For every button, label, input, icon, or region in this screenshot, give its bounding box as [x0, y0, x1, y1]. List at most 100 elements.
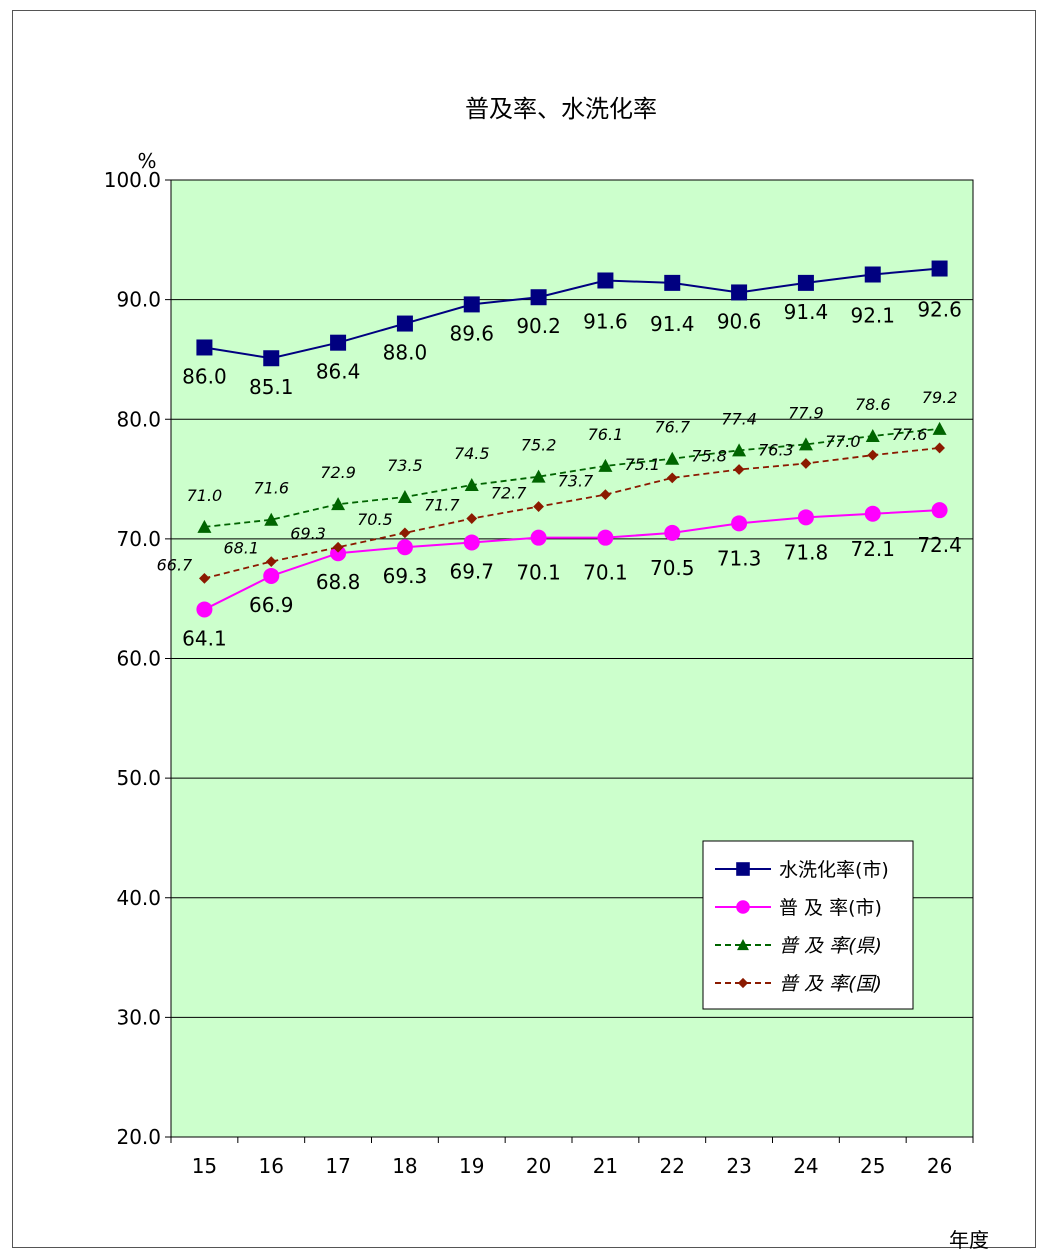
- data-point: [797, 509, 814, 526]
- data-point: [196, 339, 213, 356]
- data-label: 76.1: [588, 425, 624, 444]
- data-point: [197, 519, 212, 533]
- x-tick-label: 20: [526, 1154, 551, 1178]
- x-tick-label: 15: [192, 1154, 217, 1178]
- legend-box: [702, 840, 914, 1010]
- y-tick-label: 40.0: [116, 886, 161, 910]
- data-point: [732, 443, 747, 457]
- data-label: 69.3: [290, 524, 326, 543]
- data-point: [531, 469, 546, 483]
- series-line: [203, 509, 940, 611]
- data-point: [864, 266, 881, 283]
- chart-title: 普及率、水洗化率: [465, 95, 657, 123]
- data-label: 77.4: [721, 409, 757, 428]
- data-point: [330, 334, 347, 351]
- data-label: 77.6: [892, 425, 928, 444]
- data-point: [530, 289, 547, 306]
- data-point: [800, 458, 812, 469]
- y-tick-label: 70.0: [116, 527, 161, 551]
- x-tick-label: 26: [927, 1154, 952, 1178]
- x-tick-label: 24: [793, 1154, 818, 1178]
- data-label: 86.4: [316, 360, 361, 384]
- x-axis-label: 年度: [949, 1228, 989, 1249]
- data-label: 77.9: [788, 403, 824, 422]
- data-point: [665, 451, 680, 465]
- data-point: [600, 489, 611, 501]
- data-label: 90.2: [516, 314, 561, 338]
- data-label: 71.0: [187, 486, 223, 505]
- data-point: [199, 572, 210, 584]
- data-label: 76.3: [758, 441, 794, 460]
- chart-svg: 普及率、水洗化率 % 年度 20.0 30.0 40.0 50.0 60.0 70.0 80…: [104, 95, 989, 1249]
- legend-label: 水洗化率(市): [779, 859, 889, 881]
- data-point: [463, 296, 480, 313]
- data-point: [263, 350, 280, 367]
- series-line: [204, 267, 940, 360]
- data-point: [931, 260, 948, 277]
- data-point: [463, 534, 480, 551]
- data-point: [731, 515, 748, 532]
- data-label: 91.4: [784, 300, 829, 324]
- legend-marker: [737, 939, 749, 951]
- data-label: 64.1: [182, 626, 227, 650]
- legend-marker: [736, 862, 750, 876]
- data-label: 71.7: [424, 496, 460, 515]
- data-label: 70.5: [357, 510, 393, 529]
- data-point: [331, 497, 346, 511]
- legend-marker: [736, 900, 750, 914]
- data-point: [733, 464, 745, 475]
- data-point: [731, 284, 748, 301]
- data-point: [330, 545, 347, 562]
- data-label: 78.6: [855, 395, 891, 414]
- x-tick-label: 16: [259, 1154, 284, 1178]
- data-point: [664, 274, 681, 291]
- data-label: 90.6: [717, 309, 762, 333]
- data-label: 73.7: [558, 472, 594, 491]
- data-label: 66.7: [157, 555, 193, 574]
- data-label: 73.5: [387, 456, 423, 475]
- data-point: [798, 437, 813, 451]
- data-label: 88.0: [383, 341, 428, 365]
- data-label: 69.3: [383, 564, 428, 588]
- data-label: 72.9: [320, 463, 356, 482]
- data-point: [263, 567, 280, 584]
- data-point: [664, 524, 681, 541]
- x-tick-label: 18: [392, 1154, 417, 1178]
- data-label: 75.8: [691, 446, 727, 465]
- data-label: 85.1: [249, 375, 294, 399]
- data-point: [597, 529, 614, 546]
- series-line: [204, 447, 940, 580]
- data-point: [530, 529, 547, 546]
- data-label: 92.6: [917, 298, 962, 322]
- x-tick-label: 25: [860, 1154, 885, 1178]
- data-point: [867, 449, 879, 461]
- data-label: 69.7: [449, 559, 494, 583]
- data-label: 68.8: [316, 570, 361, 594]
- data-label: 70.5: [650, 556, 695, 580]
- legend-label: 普 及 率(市): [779, 897, 882, 919]
- data-point: [865, 428, 880, 442]
- data-label: 72.4: [917, 533, 962, 557]
- data-point: [396, 539, 413, 556]
- data-label: 89.6: [449, 321, 494, 345]
- legend-label: 普 及 率(県): [779, 935, 882, 957]
- y-axis-unit: %: [137, 149, 156, 173]
- data-label: 75.1: [624, 455, 660, 474]
- data-label: 86.0: [182, 364, 227, 388]
- data-label: 76.7: [654, 418, 690, 437]
- data-label: 68.1: [223, 539, 259, 558]
- data-label: 92.1: [850, 304, 895, 328]
- y-tick-label: 100.0: [104, 168, 161, 192]
- data-point: [666, 472, 678, 484]
- data-label: 72.1: [850, 537, 895, 561]
- data-point: [397, 490, 412, 504]
- y-tick-label: 90.0: [116, 288, 161, 312]
- data-label: 77.0: [825, 432, 861, 451]
- data-point: [598, 458, 613, 472]
- y-tick-label: 30.0: [116, 1005, 161, 1029]
- data-point: [797, 274, 814, 291]
- y-tick-label: 50.0: [116, 766, 161, 790]
- data-label: 72.7: [491, 484, 527, 503]
- data-point: [533, 501, 544, 512]
- data-point: [864, 505, 881, 522]
